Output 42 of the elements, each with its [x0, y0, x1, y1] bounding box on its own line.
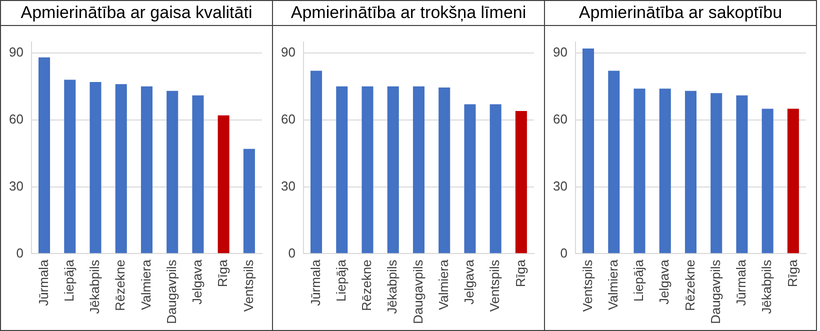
x-tick-label: Rīga — [512, 258, 528, 288]
x-tick-label: Jēkabpils — [384, 259, 400, 314]
x-tick-label: Liepāja — [61, 258, 76, 302]
x-tick-label: Daugavpils — [410, 259, 426, 324]
y-tick-label: 60 — [8, 111, 24, 126]
x-tick-label: Rēzekne — [359, 260, 374, 311]
chart-title: Apmierinātība ar gaisa kvalitāti — [1, 1, 272, 26]
y-tick-label: 90 — [8, 44, 24, 60]
x-tick-label: Rīga — [784, 258, 800, 288]
x-tick-label: Jūrmala — [36, 258, 51, 306]
x-tick-label: Daugavpils — [164, 259, 179, 324]
y-tick-label: 60 — [552, 111, 568, 126]
x-tick-label: Ventspils — [580, 259, 595, 312]
x-tick-label: Valmiera — [138, 258, 154, 310]
x-tick-label: Jūrmala — [734, 258, 749, 306]
chart-title: Apmierinātība ar sakoptību — [545, 1, 816, 26]
x-tick-label: Ventspils — [240, 259, 256, 312]
y-tick-label: 0 — [16, 245, 24, 260]
x-tick-label: Rīga — [215, 258, 230, 288]
chart-title: Apmierinātība ar trokšņa līmeni — [273, 1, 544, 26]
x-tick-label: Jēkabpils — [759, 259, 774, 314]
y-tick-label: 0 — [288, 245, 296, 260]
x-tick-label: Jēkabpils — [87, 259, 102, 314]
x-tick-label: Jelgava — [656, 258, 672, 304]
x-tick-label: Ventspils — [487, 259, 502, 312]
x-tick-label: Rēzekne — [112, 260, 128, 311]
x-tick-label: Jūrmala — [308, 258, 323, 306]
y-tick-label: 60 — [280, 111, 296, 126]
y-tick-label: 0 — [560, 245, 568, 260]
y-tick-label: 30 — [280, 178, 296, 194]
x-tick-label: Rēzekne — [682, 260, 698, 311]
y-tick-label: 30 — [8, 178, 24, 194]
x-tick-label: Jelgava — [190, 258, 205, 304]
x-tick-label: Valmiera — [605, 258, 620, 310]
x-tick-label: Liepāja — [631, 258, 646, 302]
y-tick-label: 90 — [280, 44, 296, 60]
x-tick-label: Jelgava — [462, 258, 477, 304]
x-tick-label: Valmiera — [436, 258, 451, 310]
x-tick-label: Liepāja — [333, 258, 348, 302]
x-tick-label: Daugavpils — [708, 259, 723, 324]
y-tick-label: 30 — [552, 178, 568, 194]
y-tick-label: 90 — [552, 44, 568, 60]
